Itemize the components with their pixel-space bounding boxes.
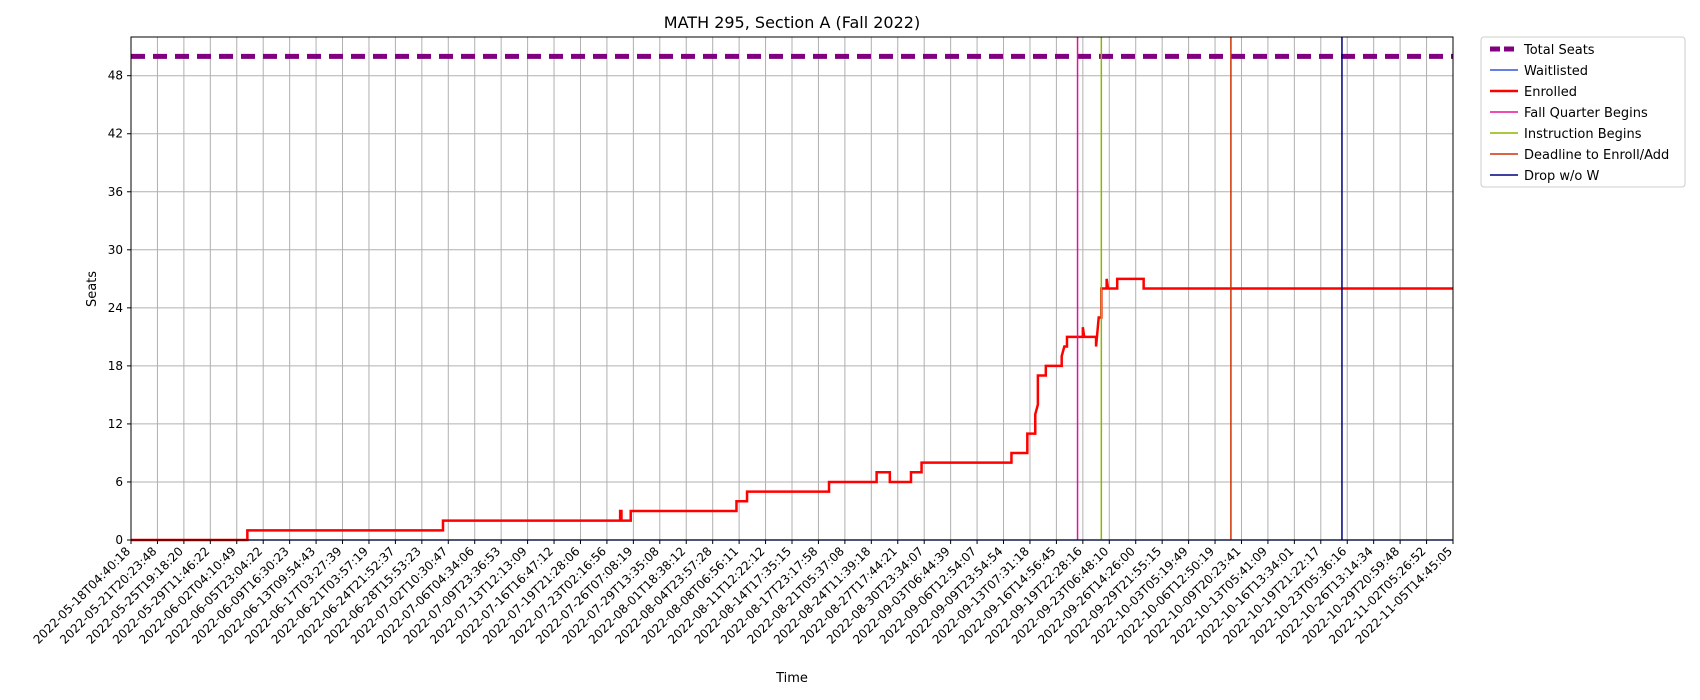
y-tick-label: 36: [108, 185, 123, 199]
legend-label-instruction-begins: Instruction Begins: [1524, 127, 1642, 142]
legend-label-enrolled: Enrolled: [1524, 85, 1577, 100]
legend: Total Seats Waitlisted Enrolled Fall Quarte…: [1480, 36, 1686, 188]
legend-label-waitlisted: Waitlisted: [1524, 64, 1588, 79]
y-tick-label: 12: [108, 417, 123, 431]
legend-label-total-seats: Total Seats: [1523, 43, 1595, 58]
y-tick-label: 18: [108, 359, 123, 373]
grid-lines: [130, 37, 1454, 541]
legend-label-drop-w-o-w: Drop w/o W: [1524, 169, 1600, 184]
chart-title: MATH 295, Section A (Fall 2022): [664, 13, 920, 32]
y-tick-label: 48: [108, 69, 123, 83]
legend-label-deadline-to-enroll-add: Deadline to Enroll/Add: [1524, 148, 1669, 163]
y-tick-label: 0: [115, 533, 123, 547]
y-axis-label: Seats: [85, 271, 100, 307]
x-axis-label: Time: [775, 671, 808, 686]
y-tick-label: 24: [108, 301, 123, 315]
y-tick-label: 30: [108, 243, 123, 257]
legend-label-fall-quarter-begins: Fall Quarter Begins: [1524, 106, 1648, 121]
y-tick-label: 6: [115, 475, 123, 489]
legend-frame: [1480, 36, 1686, 188]
y-tick-label: 42: [108, 127, 123, 141]
